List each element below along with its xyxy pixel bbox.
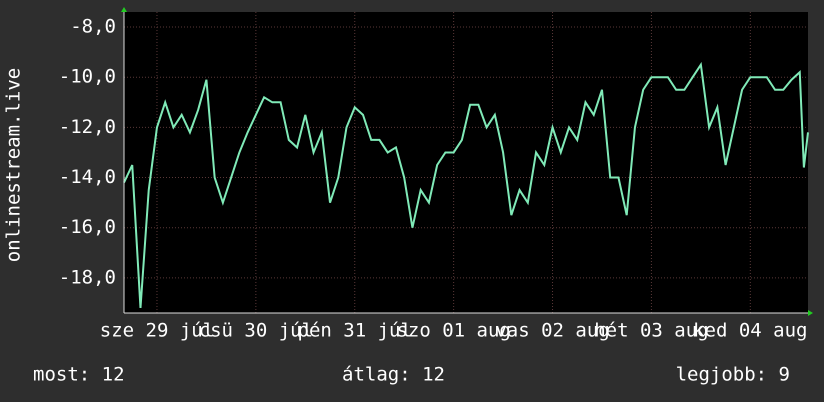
summary-avg: átlag: 12	[342, 364, 445, 386]
x-tick-label: pén 31 júl	[298, 320, 412, 342]
y-tick-label: -8,0	[70, 16, 116, 38]
y-tick-label: -10,0	[59, 66, 116, 88]
x-tick-label: hét 03 aug	[594, 320, 708, 342]
plot-area	[124, 12, 808, 313]
x-tick-label: ked 04 aug	[693, 320, 807, 342]
axis-arrow	[121, 7, 127, 12]
x-tick-label: sze 29 júl	[100, 320, 214, 342]
y-tick-label: -12,0	[59, 116, 116, 138]
axis-arrow	[808, 310, 813, 316]
y-tick-label: -16,0	[59, 216, 116, 238]
y-axis-label: onlinestream.live	[3, 68, 25, 262]
x-tick-label: szo 01 aug	[396, 320, 510, 342]
x-tick-label: csü 30 júl	[199, 320, 313, 342]
summary-best: legjobb: 9	[676, 364, 790, 386]
line-series	[123, 61, 809, 309]
x-tick-label: vas 02 aug	[495, 320, 609, 342]
y-tick-label: -14,0	[59, 166, 116, 188]
summary-now: most: 12	[33, 364, 125, 386]
y-tick-label: -18,0	[59, 266, 116, 288]
